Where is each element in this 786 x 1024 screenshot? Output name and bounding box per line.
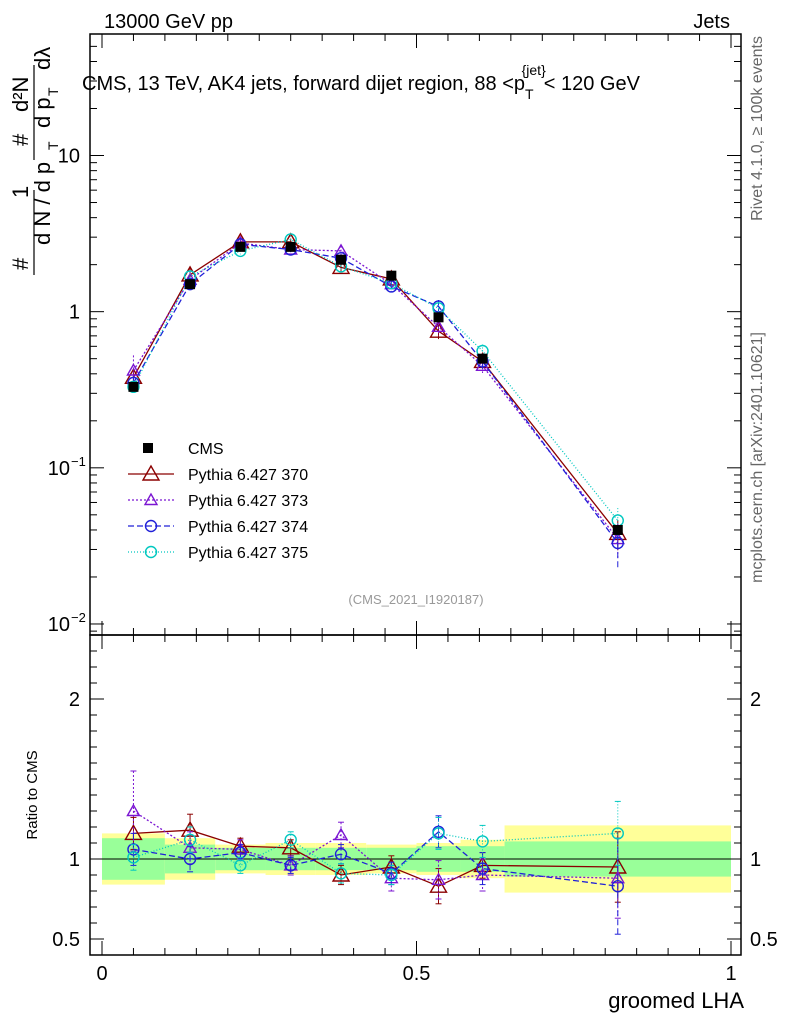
series-line-1 (132, 242, 619, 540)
cms-point (336, 254, 347, 265)
watermark: (CMS_2021_I1920187) (348, 592, 483, 607)
series-point (431, 319, 446, 333)
x-tick-label-0: 0 (96, 963, 107, 985)
y-axis-label: # 1 d N / d p T # d p T dλ d²N (8, 47, 61, 275)
ratio-point (126, 803, 141, 817)
legend-marker-0 (141, 464, 161, 481)
y-label-dlambda: dλ (30, 47, 55, 70)
chart-title-suffix: < 120 GeV (544, 73, 641, 95)
ratio-series (124, 770, 627, 935)
ratio-point (611, 827, 624, 840)
series-line-0 (132, 241, 619, 534)
x-axis-label: groomed LHA (608, 988, 744, 1013)
header-right: Jets (693, 11, 730, 33)
y-label-d2n: d²N (8, 77, 33, 112)
ratio-point (333, 827, 349, 841)
side-bottom: mcplots.cern.ch [arXiv:2401.10621] (749, 332, 766, 583)
ratio-frame (89, 634, 742, 956)
cms-point (433, 312, 444, 323)
cms-point (285, 241, 296, 252)
ratio-point (331, 865, 351, 882)
ratio-tick-label-right-0: 0.5 (750, 929, 778, 951)
legend-label-0: Pythia 6.427 370 (188, 467, 308, 484)
legend-marker-2 (144, 519, 158, 533)
ratio-point (127, 851, 140, 864)
ratio-point (476, 835, 489, 848)
y-label-sub-t-1: T (45, 141, 61, 150)
ratio-axis-label: Ratio to CMS (24, 750, 41, 839)
ratio-point (284, 859, 297, 872)
x-tick-label-1: 0.5 (403, 963, 431, 985)
cms-point (128, 381, 139, 392)
cms-point (477, 353, 488, 364)
ratio-point (432, 827, 445, 840)
ratio-point (610, 870, 625, 884)
ratio-point (127, 843, 140, 856)
y-label-hash-1: # (8, 257, 33, 270)
ratio-tick-label-1: 1 (69, 849, 80, 871)
chart-title-prefix: CMS, 13 TeV, AK4 jets, forward dijet reg… (82, 73, 525, 95)
ratio-point (334, 867, 348, 880)
legend-marker-3 (144, 545, 158, 559)
legend-label-2: Pythia 6.427 374 (188, 519, 308, 536)
axis-ticks (90, 33, 741, 956)
ratio-point (475, 867, 490, 881)
y-tick-exp-1: −1 (71, 454, 86, 469)
legend-label-cms: CMS (188, 441, 224, 458)
ratio-tick-label-2: 2 (69, 689, 80, 711)
header-left: 13000 GeV pp (104, 11, 233, 33)
series-point (127, 380, 140, 394)
series-point (126, 363, 141, 376)
y-tick-exp-0: −2 (71, 610, 86, 625)
cms-data-points (128, 241, 623, 535)
chart-title-sub: T (525, 86, 534, 102)
ratio-point (611, 880, 624, 893)
ratio-point (431, 872, 446, 885)
ratio-line-3 (133, 832, 618, 876)
ratio-point (385, 868, 398, 882)
y-tick-label-1: 10 (48, 458, 70, 480)
legend-label-3: Pythia 6.427 375 (188, 545, 308, 562)
series-point (429, 321, 448, 338)
legend-marker-1 (143, 492, 159, 506)
y-tick-label-3: 10 (58, 146, 80, 168)
legend: CMS Pythia 6.427 370 Pythia 6.427 373 Pythi… (128, 441, 308, 562)
chart-title-sup: {jet} (522, 62, 546, 78)
cms-point (235, 241, 246, 252)
ratio-point (234, 859, 247, 872)
y-tick-label-0: 10 (48, 614, 70, 636)
y-tick-label-2: 1 (69, 302, 80, 324)
ratio-point (284, 833, 297, 846)
ratio-point (429, 876, 448, 893)
y-label-hash-2: # (8, 133, 33, 146)
x-tick-label-2: 1 (725, 963, 736, 985)
ratio-tick-label-right-2: 2 (750, 689, 761, 711)
y-label-sub-t-2: T (45, 87, 61, 96)
ratio-tick-label-0: 0.5 (52, 929, 80, 951)
cms-point (612, 524, 623, 535)
legend-marker-cms (143, 443, 153, 453)
main-series (124, 232, 627, 568)
y-label-one: 1 (8, 186, 33, 198)
chart-title: CMS, 13 TeV, AK4 jets, forward dijet reg… (82, 62, 641, 102)
ratio-point (476, 862, 489, 875)
cms-point (386, 270, 397, 281)
side-top: Rivet 4.1.0, ≥ 100k events (749, 36, 766, 221)
ratio-tick-label-right-1: 1 (750, 849, 761, 871)
ratio-point (281, 838, 300, 855)
ratio-point (183, 833, 197, 846)
ratio-point (183, 852, 197, 866)
series-point (331, 258, 351, 275)
series-point (611, 536, 624, 550)
cms-point (185, 279, 196, 290)
ratio-point (334, 848, 348, 861)
legend-label-1: Pythia 6.427 373 (188, 493, 308, 510)
series-point (183, 277, 197, 291)
